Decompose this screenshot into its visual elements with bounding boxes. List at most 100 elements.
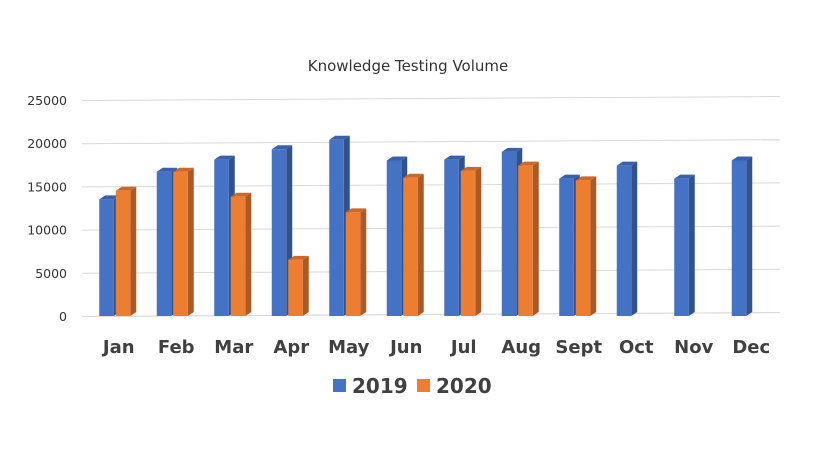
bar-front (230, 196, 246, 316)
bar-top (230, 192, 252, 197)
bar-side (130, 186, 137, 316)
y-tick-label: 5000 (35, 266, 67, 281)
legend-item: 2019 (333, 374, 408, 398)
bar-front (559, 178, 574, 316)
y-tick-label: 25000 (27, 93, 67, 108)
bar-front (616, 165, 632, 316)
bar-top (288, 255, 309, 260)
x-axis: Jan Feb Mar Apr May Jun Jul Aug Sept Oct Nov Dec (101, 337, 770, 358)
bar-front (173, 171, 188, 316)
bar (345, 208, 367, 316)
bar-top (345, 208, 367, 213)
bar-top (444, 155, 465, 160)
bar-front (271, 149, 287, 316)
bar-front (674, 178, 689, 316)
bar-top (674, 174, 695, 179)
bar (173, 167, 194, 316)
bar-front (575, 180, 591, 316)
bar (575, 176, 597, 316)
bar-front (345, 212, 361, 316)
bar-front (386, 160, 402, 316)
gridlines (81, 96, 781, 317)
bar (115, 186, 137, 316)
bar-top (99, 195, 120, 200)
bar-top (156, 167, 178, 172)
x-tick-label: Apr (273, 337, 309, 358)
bar (288, 255, 309, 316)
gridline (81, 225, 781, 231)
baseline (81, 312, 781, 317)
bar-top (329, 135, 350, 140)
bar (616, 161, 638, 316)
y-tick-label: 15000 (27, 179, 67, 194)
bar-front (444, 159, 459, 316)
bar-front (518, 165, 533, 316)
bar-front (288, 259, 303, 316)
legend-item: 2020 (417, 374, 492, 398)
bar-top (403, 173, 424, 178)
bar-top (271, 145, 293, 150)
bar-side (187, 167, 194, 316)
bar-side (475, 166, 482, 316)
bar (674, 174, 695, 316)
bar-side (417, 173, 424, 316)
bar-side (302, 255, 309, 316)
bars (99, 135, 753, 316)
bar-top (460, 166, 482, 171)
x-tick-label: Aug (501, 337, 541, 358)
bar-top (214, 155, 235, 160)
x-tick-label: Jan (101, 337, 135, 358)
legend-swatch (333, 379, 346, 392)
x-tick-label: Oct (619, 337, 654, 358)
gridline (81, 182, 781, 188)
bar-front (403, 177, 418, 316)
bar-side (688, 174, 695, 316)
bar-top (575, 176, 597, 181)
gridline (81, 139, 781, 145)
x-tick-label: Mar (214, 337, 253, 358)
bar-side (746, 156, 753, 316)
x-tick-label: Dec (732, 337, 770, 358)
bar (731, 156, 753, 316)
legend-swatch (417, 379, 430, 392)
bar-top (559, 174, 580, 179)
bar-top (731, 156, 753, 161)
x-tick-label: Sept (555, 337, 602, 358)
x-tick-label: Nov (674, 337, 713, 358)
y-tick-label: 10000 (27, 223, 67, 238)
bar (403, 173, 424, 316)
bar-top (616, 161, 638, 166)
gridline (81, 268, 781, 274)
bar (518, 161, 539, 316)
y-axis: 0 5000 10000 15000 20000 25000 (27, 93, 67, 324)
bar-front (214, 159, 229, 316)
bar-front (156, 171, 172, 316)
bar-top (501, 147, 523, 152)
x-tick-label: Jun (388, 337, 422, 358)
bar-front (99, 199, 114, 316)
bar-side (360, 208, 367, 316)
bar-side (532, 161, 539, 316)
bar-top (386, 156, 408, 161)
legend-label: 2020 (436, 374, 492, 398)
gridline (81, 96, 781, 101)
bar-front (460, 170, 476, 316)
bar-top (115, 186, 137, 191)
bar-side (631, 161, 638, 316)
y-tick-label: 20000 (27, 136, 67, 151)
bar-front (501, 151, 517, 316)
x-tick-label: May (328, 337, 370, 358)
bar-top (518, 161, 539, 166)
bar-front (115, 190, 131, 316)
legend: 2019 2020 (333, 374, 492, 398)
bar-front (731, 160, 747, 316)
bar (230, 192, 252, 316)
x-tick-label: Jul (449, 337, 477, 358)
bar-side (590, 176, 597, 316)
legend-label: 2019 (352, 374, 408, 398)
chart-title: Knowledge Testing Volume (308, 57, 509, 75)
bar-front (329, 139, 344, 316)
x-tick-label: Feb (158, 337, 195, 358)
y-tick-label: 0 (59, 309, 67, 324)
